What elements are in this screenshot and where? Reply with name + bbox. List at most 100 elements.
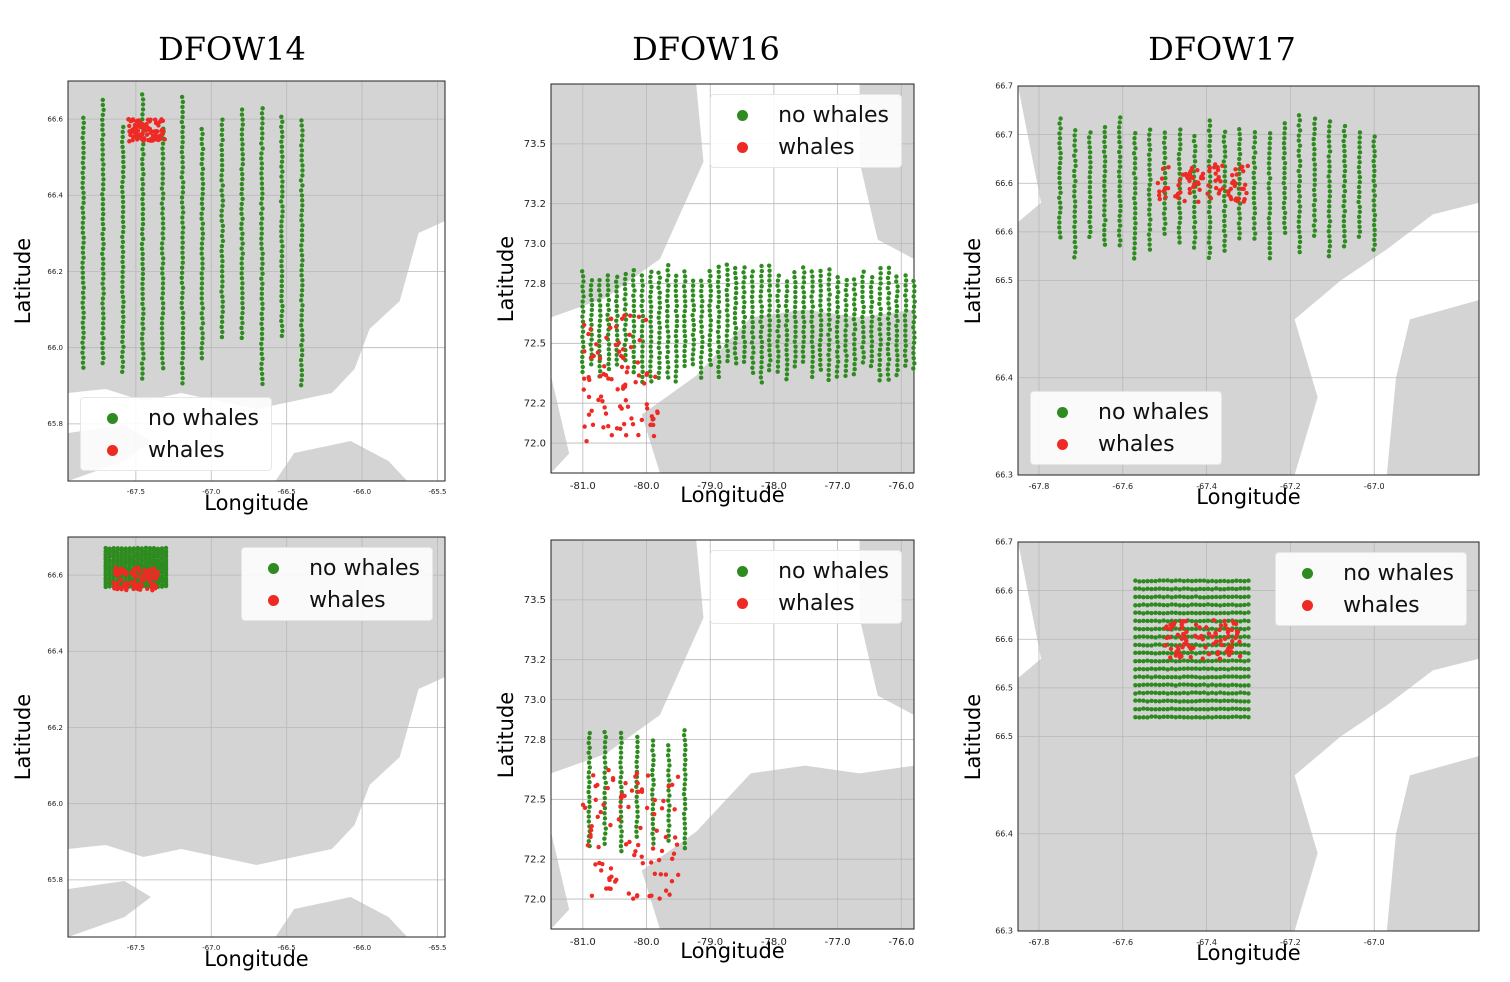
data-point xyxy=(280,244,285,249)
data-point xyxy=(793,284,798,290)
data-point xyxy=(259,291,265,296)
data-point xyxy=(1311,233,1317,238)
data-point xyxy=(784,289,790,294)
data-point xyxy=(1147,197,1152,202)
x-tick-label: -66.5 xyxy=(278,488,296,496)
data-point xyxy=(239,147,245,152)
data-point xyxy=(103,545,108,551)
data-point xyxy=(609,433,615,438)
data-point xyxy=(903,283,908,288)
data-point xyxy=(1209,715,1215,720)
data-point xyxy=(835,344,841,349)
data-point xyxy=(1357,179,1362,185)
data-point xyxy=(659,806,665,811)
data-point xyxy=(240,142,245,147)
data-point xyxy=(1102,124,1108,130)
data-point xyxy=(1371,247,1376,252)
x-tick-label: -81.0 xyxy=(570,937,596,948)
data-point xyxy=(100,117,105,123)
data-point xyxy=(674,318,680,324)
data-point xyxy=(707,278,712,284)
data-point xyxy=(121,124,126,130)
data-point xyxy=(886,291,892,296)
data-point xyxy=(827,267,832,272)
data-point xyxy=(1177,714,1182,720)
data-point xyxy=(1177,161,1182,167)
data-point xyxy=(1073,163,1078,169)
data-point xyxy=(817,342,823,348)
data-point xyxy=(1230,698,1235,703)
data-point xyxy=(775,283,780,288)
data-point xyxy=(151,566,157,571)
data-point xyxy=(1137,586,1142,591)
data-point xyxy=(1133,674,1138,680)
data-point xyxy=(1356,165,1362,170)
data-point xyxy=(1133,715,1138,720)
data-point xyxy=(844,282,849,288)
data-point xyxy=(280,204,285,209)
data-point xyxy=(615,313,620,319)
x-axis-label: Longitude xyxy=(680,483,785,507)
data-point xyxy=(1153,635,1158,640)
data-point xyxy=(877,357,883,363)
data-point xyxy=(120,304,126,310)
data-point xyxy=(606,307,612,313)
data-point xyxy=(792,270,797,275)
data-point xyxy=(1137,666,1142,672)
legend-label: no whales xyxy=(778,102,889,128)
data-point xyxy=(1133,707,1138,712)
data-point xyxy=(818,313,823,318)
data-point xyxy=(260,146,265,151)
data-point xyxy=(835,364,840,369)
data-point xyxy=(758,329,764,335)
data-point xyxy=(1133,659,1138,664)
data-point xyxy=(623,332,628,338)
data-point xyxy=(587,799,592,805)
data-point xyxy=(860,279,865,284)
data-point xyxy=(625,365,630,370)
data-point xyxy=(299,368,305,373)
data-point xyxy=(1176,156,1182,162)
data-point xyxy=(1177,205,1182,211)
data-point xyxy=(608,866,614,871)
data-point xyxy=(1327,234,1332,239)
data-point xyxy=(852,347,857,352)
y-tick-label: 73.5 xyxy=(524,595,546,606)
data-point xyxy=(219,213,224,218)
data-point xyxy=(602,795,608,801)
data-point xyxy=(1193,651,1199,656)
data-point xyxy=(1356,184,1362,190)
data-point xyxy=(1072,153,1077,158)
data-point xyxy=(1117,198,1123,204)
data-point xyxy=(1193,690,1199,695)
data-point xyxy=(1189,610,1195,616)
data-point xyxy=(1168,655,1173,660)
data-point xyxy=(259,296,264,301)
data-point xyxy=(691,322,697,328)
data-point xyxy=(1240,169,1246,174)
data-point xyxy=(128,118,133,124)
data-point xyxy=(586,394,592,400)
data-point xyxy=(81,240,86,245)
data-point xyxy=(619,364,625,370)
data-point xyxy=(775,308,780,314)
data-point xyxy=(1177,132,1183,137)
data-point xyxy=(1174,649,1179,654)
legend-label: whales xyxy=(778,134,855,160)
data-point xyxy=(1234,594,1239,599)
data-point xyxy=(1133,594,1138,600)
data-point xyxy=(1222,658,1227,663)
data-point xyxy=(179,275,184,280)
data-point xyxy=(674,323,680,329)
data-point xyxy=(1312,131,1317,137)
data-point xyxy=(683,304,688,309)
data-point xyxy=(120,339,125,345)
data-point xyxy=(121,174,126,180)
data-point xyxy=(1137,603,1142,608)
data-point xyxy=(1072,138,1078,143)
data-point xyxy=(1230,594,1235,600)
data-point xyxy=(639,359,645,364)
data-point xyxy=(1296,168,1301,174)
data-point xyxy=(1146,137,1152,142)
data-point xyxy=(159,246,165,251)
